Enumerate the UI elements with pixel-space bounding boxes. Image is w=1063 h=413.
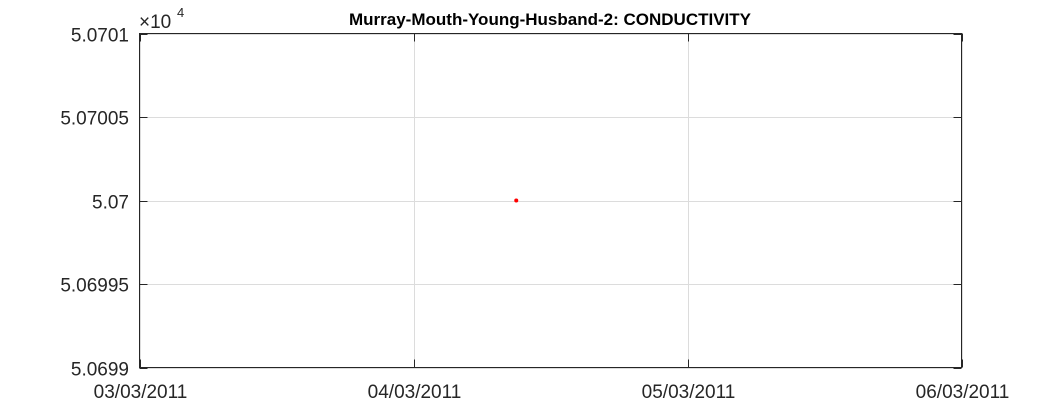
y-tick-label: 5.07005: [60, 109, 129, 130]
x-tick-label: 03/03/2011: [94, 382, 188, 403]
y-tick-label: 5.0701: [71, 26, 129, 47]
y-axis-exponent: ×10 4: [139, 5, 184, 33]
grid-lines: [139, 33, 963, 369]
data-points: [514, 198, 519, 203]
data-point: [514, 198, 519, 203]
y-tick-label: 5.07: [92, 193, 129, 214]
y-tick-label: 5.0699: [71, 360, 129, 381]
y-tick-label: 5.06995: [60, 276, 129, 297]
x-tick-label: 04/03/2011: [368, 382, 462, 403]
axis-ticks: [139, 33, 963, 369]
chart-title: Murray-Mouth-Young-Husband-2: CONDUCTIVI…: [349, 10, 752, 29]
x-tick-label: 05/03/2011: [642, 382, 736, 403]
tick-labels: 03/03/2011 04/03/2011 05/03/2011 06/03/2011…: [60, 26, 1009, 404]
y-exponent-power: 4: [177, 5, 184, 20]
plot-area: [139, 33, 962, 368]
y-exponent-base: ×10: [139, 12, 171, 33]
x-tick-label: 06/03/2011: [916, 382, 1010, 403]
